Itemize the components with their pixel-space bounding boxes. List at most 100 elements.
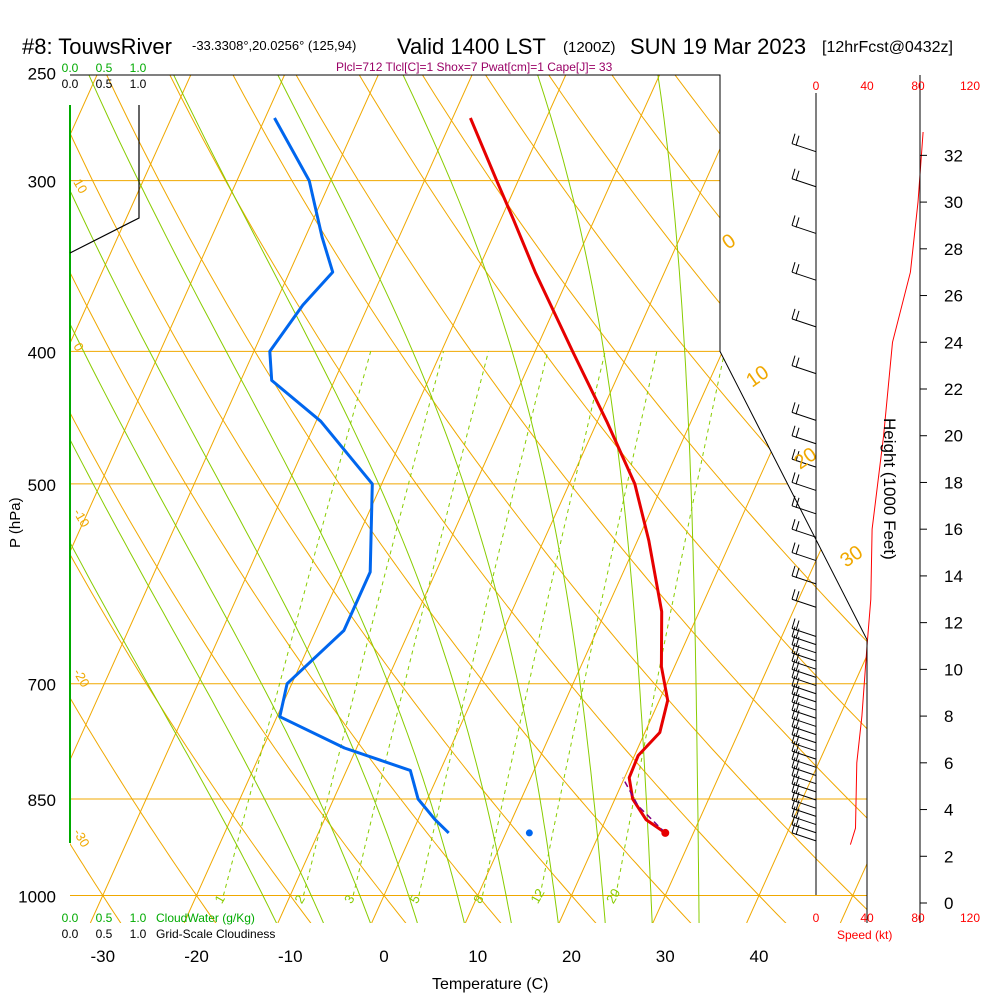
surface-dew-dot bbox=[525, 829, 533, 837]
height-tick-label: 8 bbox=[944, 707, 953, 726]
speed-tick-top: 0 bbox=[813, 79, 820, 93]
temp-tick-label: -30 bbox=[90, 947, 115, 966]
x-axis-label: Temperature (C) bbox=[432, 976, 548, 993]
wind-barb-flag bbox=[795, 544, 800, 555]
dry-adiabat bbox=[405, 75, 867, 923]
cloudiness-tick-top: 0.5 bbox=[96, 77, 113, 91]
moist-adiabat bbox=[70, 75, 325, 923]
wind-barb-flag bbox=[791, 215, 796, 226]
station-coords: -33.3308°,20.0256° (125,94) bbox=[192, 38, 356, 53]
speed-tick-bottom: 40 bbox=[860, 911, 874, 925]
cloudwater-tick-bottom: 0.5 bbox=[96, 911, 113, 925]
isotherm-label: 10 bbox=[70, 176, 90, 196]
pressure-tick-label: 700 bbox=[28, 676, 56, 695]
wind-barb-flag bbox=[791, 634, 796, 645]
mixing-ratio-line bbox=[418, 351, 549, 896]
wind-barb-flag bbox=[795, 264, 800, 275]
temperature-profile bbox=[469, 117, 670, 835]
temp-tick-label: 0 bbox=[379, 947, 388, 966]
wind-barb-flag bbox=[791, 355, 796, 366]
wind-barb-flag bbox=[791, 700, 796, 711]
height-tick-label: 18 bbox=[944, 473, 963, 492]
wind-barb-flag bbox=[791, 667, 796, 678]
wind-barb-flag bbox=[791, 651, 796, 662]
cloudiness-tick-top: 1.0 bbox=[130, 77, 147, 91]
dry-adiabat bbox=[70, 75, 313, 923]
moist-adiabat bbox=[70, 75, 278, 923]
temp-tick-label: 10 bbox=[468, 947, 487, 966]
wind-barb-flag bbox=[791, 806, 796, 817]
wind-barb-flag bbox=[791, 308, 796, 320]
pressure-tick-label: 1000 bbox=[18, 888, 56, 907]
wind-barb-flag bbox=[795, 217, 800, 228]
mixing-ratio-line bbox=[539, 351, 658, 896]
wind-barb-flag bbox=[791, 618, 796, 629]
isotherm-line bbox=[183, 75, 567, 923]
wind-barb-flag bbox=[791, 814, 796, 825]
wind-barb-flag bbox=[791, 683, 796, 695]
dry-adiabat bbox=[70, 75, 598, 923]
wind-barb-flag bbox=[791, 822, 796, 834]
wind-barb-flag bbox=[791, 740, 796, 752]
dry-adiabat bbox=[343, 75, 867, 923]
mixing-ratio-line bbox=[222, 351, 372, 896]
wind-barb-flag bbox=[791, 565, 796, 577]
forecast-info: [12hrFcst@0432z] bbox=[822, 39, 953, 56]
height-tick-label: 6 bbox=[944, 754, 953, 773]
wind-barb-flag bbox=[791, 542, 796, 553]
wind-barb-flag bbox=[791, 519, 796, 530]
height-tick-label: 24 bbox=[944, 333, 963, 352]
plot-frame bbox=[70, 74, 868, 923]
wind-barb-flag bbox=[791, 425, 796, 436]
cloudwater-tick-top: 0.0 bbox=[62, 61, 79, 75]
dry-adiabat bbox=[218, 75, 867, 923]
wind-barb-flag bbox=[791, 732, 796, 744]
wind-barb-flag bbox=[791, 642, 796, 654]
valid-date: SUN 19 Mar 2023 bbox=[630, 34, 806, 59]
isotherm-line bbox=[371, 75, 754, 923]
isotherm-line bbox=[70, 75, 285, 923]
wind-barb-flag bbox=[791, 589, 796, 600]
moist-adiabat bbox=[528, 75, 653, 923]
dewpoint-profile bbox=[268, 117, 450, 834]
cloudiness-tick-bottom: 0.0 bbox=[62, 927, 79, 941]
wind-barb-flag bbox=[791, 168, 796, 179]
height-tick-label: 2 bbox=[944, 847, 953, 866]
height-tick-label: 4 bbox=[944, 801, 953, 820]
station-title: #8: TouwsRiver bbox=[22, 34, 172, 59]
height-tick-label: 10 bbox=[944, 660, 963, 679]
height-tick-label: 26 bbox=[944, 287, 963, 306]
cloudwater-tick-bottom: 0.0 bbox=[62, 911, 79, 925]
wind-barb-flag bbox=[791, 716, 796, 727]
isotherm-line bbox=[89, 75, 473, 923]
wind-barb-flag bbox=[791, 757, 796, 768]
height-tick-label: 16 bbox=[944, 520, 963, 539]
wind-barb-flag bbox=[795, 591, 800, 602]
valid-zulu: (1200Z) bbox=[563, 39, 616, 56]
dry-adiabat bbox=[70, 75, 503, 923]
wind-barb-flag bbox=[795, 170, 800, 181]
moist-adiabat bbox=[70, 75, 372, 923]
temp-tick-label: -20 bbox=[184, 947, 209, 966]
wind-barb-flag bbox=[791, 402, 796, 413]
mixing-ratio-label: 12 bbox=[527, 886, 547, 906]
pressure-tick-label: 500 bbox=[28, 476, 56, 495]
moist-adiabat bbox=[76, 75, 466, 923]
mixing-ratio-line bbox=[303, 351, 444, 896]
speed-axis-label: Speed (kt) bbox=[837, 928, 892, 942]
height-axis-label: Height (1000 Feet) bbox=[880, 418, 899, 560]
wind-barb-flag bbox=[791, 798, 796, 809]
dry-adiabat bbox=[70, 75, 218, 923]
cloudwater-axis-label: CloudWater (g/Kg) bbox=[156, 911, 255, 925]
moist-adiabat bbox=[653, 75, 700, 923]
stability-indices: Plcl=712 Tlcl[C]=1 Shox=7 Pwat[cm]=1 Cap… bbox=[336, 60, 613, 74]
wind-barb-flag bbox=[795, 567, 800, 579]
wind-barb-flag bbox=[791, 133, 796, 144]
wind-barb-flag bbox=[791, 765, 796, 776]
height-tick-label: 30 bbox=[944, 193, 963, 212]
wind-barb-flag bbox=[791, 691, 796, 703]
pressure-tick-label: 850 bbox=[28, 791, 56, 810]
wind-barb-flag bbox=[791, 781, 796, 793]
temp-tick-label: 30 bbox=[656, 947, 675, 966]
wind-barbs bbox=[791, 133, 817, 842]
